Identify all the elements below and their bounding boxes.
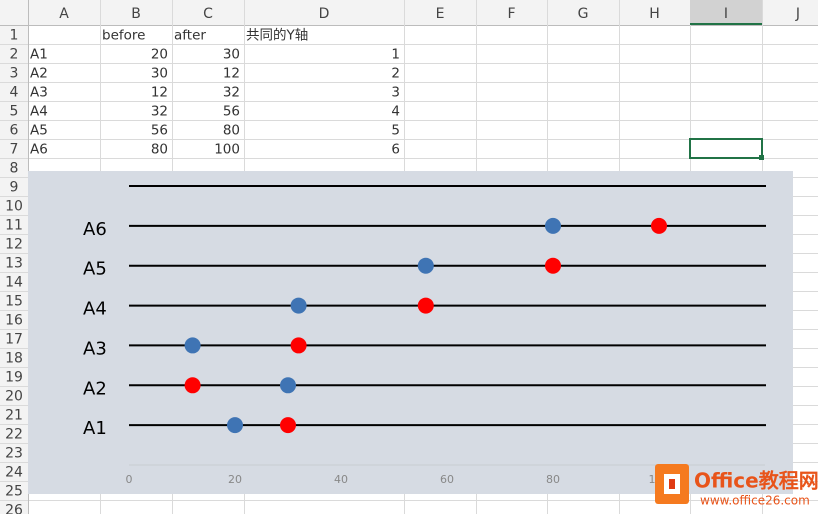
row-header[interactable]: 14 [5,275,23,291]
watermark-logo-core [669,479,675,489]
row-header-bar [0,0,28,514]
dot-after [184,377,201,394]
row-header[interactable]: 19 [5,370,23,386]
cell[interactable]: A6 [30,142,48,158]
cell[interactable]: 3 [391,85,400,101]
row-header[interactable]: 21 [5,408,23,424]
row-header[interactable]: 15 [5,294,23,310]
dot-before [545,217,561,234]
cell[interactable]: 56 [223,104,240,120]
row-header[interactable]: 22 [5,427,23,443]
cell[interactable]: before [102,28,145,44]
dot-before [280,377,296,394]
watermark-url: www.office26.com [700,494,810,508]
x-tick-label: 20 [228,473,242,486]
cell[interactable]: 30 [151,66,168,82]
y-category-label: A1 [83,418,107,439]
dot-before [417,257,434,274]
cell[interactable]: A3 [30,85,48,101]
dot-before [227,417,243,434]
dot-after [280,417,296,434]
watermark-title: Office教程网 [694,469,818,493]
x-tick-label: 40 [334,473,348,486]
row-header[interactable]: 13 [5,256,23,272]
cell[interactable]: 32 [223,85,240,101]
row-header[interactable]: 16 [5,313,23,329]
row-header[interactable]: 9 [10,180,19,196]
y-category-label: A3 [83,338,107,359]
row-header[interactable]: 1 [10,28,19,44]
cell[interactable]: 56 [151,123,168,139]
row-header[interactable]: 3 [10,66,19,82]
cell[interactable]: A2 [30,66,48,82]
y-category-label: A5 [83,259,107,280]
row-header[interactable]: 5 [10,104,19,120]
y-category-label: A4 [83,299,107,320]
row-header[interactable]: 11 [5,218,23,234]
selected-cell[interactable] [689,138,763,159]
cell[interactable]: 20 [151,47,168,63]
dot-after [290,337,307,354]
selected-col-header [690,0,762,25]
dot-after [651,217,667,234]
column-header[interactable]: G [578,6,589,22]
column-header[interactable]: B [131,6,141,22]
row-header[interactable]: 25 [5,484,23,500]
cell[interactable]: 100 [214,142,240,158]
dot-before [290,297,307,314]
column-header[interactable]: J [795,6,800,22]
column-header[interactable]: H [649,6,660,22]
cell[interactable]: after [174,28,206,44]
cell[interactable]: 5 [391,123,400,139]
cell[interactable]: 12 [151,85,168,101]
column-header[interactable]: E [436,6,445,22]
row-header[interactable]: 26 [5,503,23,514]
column-header[interactable]: C [203,6,213,22]
column-header-bar [0,0,818,25]
cell[interactable]: 12 [223,66,240,82]
row-header[interactable]: 4 [10,85,19,101]
row-header[interactable]: 23 [5,446,23,462]
cell[interactable]: A5 [30,123,48,139]
x-tick-label: 60 [440,473,454,486]
y-category-label: A6 [83,219,107,240]
column-header[interactable]: D [319,6,330,22]
cell[interactable]: A1 [30,47,48,63]
cell[interactable]: 2 [391,66,400,82]
x-tick-label: 0 [126,473,133,486]
row-header[interactable]: 6 [10,123,19,139]
cell[interactable]: 80 [223,123,240,139]
row-header[interactable]: 18 [5,351,23,367]
chart-area[interactable] [28,171,793,494]
row-header[interactable]: 7 [10,142,19,158]
cell[interactable]: 1 [391,47,400,63]
row-header[interactable]: 10 [5,199,23,215]
x-tick-label: 80 [546,473,560,486]
row-header[interactable]: 20 [5,389,23,405]
fill-handle[interactable] [759,155,764,160]
y-category-label: A2 [83,378,107,399]
column-header[interactable]: A [59,6,69,22]
row-header[interactable]: 8 [10,161,19,177]
dot-after [417,297,434,314]
cell[interactable]: A4 [30,104,48,120]
cell[interactable]: 6 [391,142,400,158]
row-header[interactable]: 24 [5,465,23,481]
row-header[interactable]: 2 [10,47,19,63]
column-header[interactable]: F [507,6,515,22]
cell[interactable]: 共同的Y轴 [246,28,308,44]
dot-after [545,257,561,274]
cell[interactable]: 32 [151,104,168,120]
column-header[interactable]: I [724,6,728,22]
cell[interactable]: 4 [391,104,400,120]
dot-before [184,337,201,354]
cell[interactable]: 30 [223,47,240,63]
row-header[interactable]: 12 [5,237,23,253]
row-header[interactable]: 17 [5,332,23,348]
cell[interactable]: 80 [151,142,168,158]
